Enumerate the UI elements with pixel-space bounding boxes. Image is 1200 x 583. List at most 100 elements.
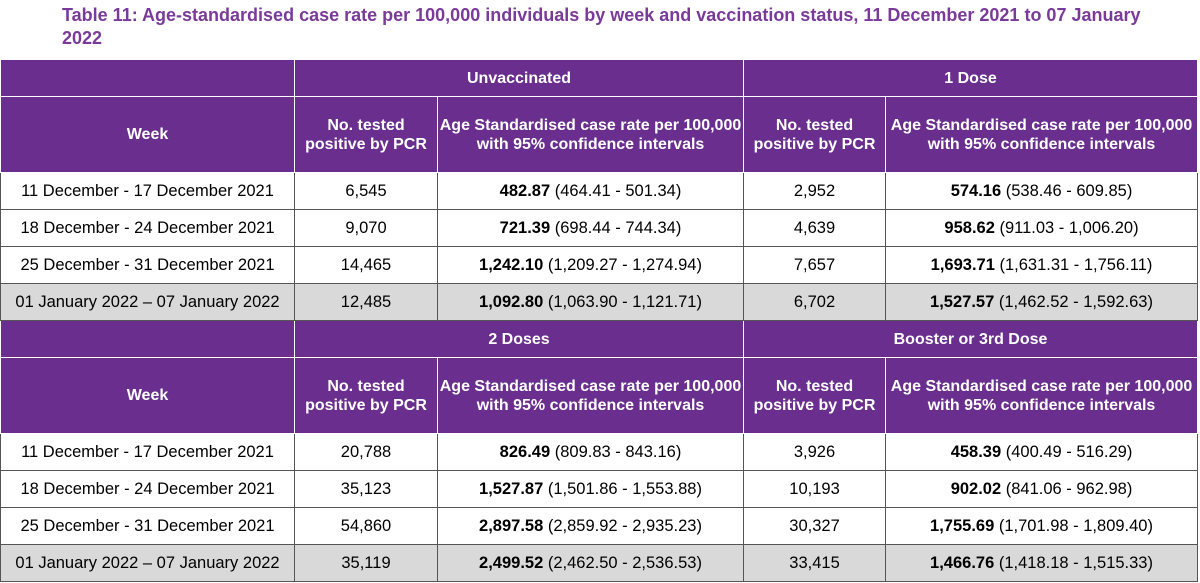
- rate-header: Age Standardised case rate per 100,000 w…: [885, 96, 1199, 173]
- rate-cell: 1,466.76 (1,418.18 - 1,515.33): [885, 544, 1199, 582]
- group-header-2-doses: 2 Doses: [293, 320, 745, 358]
- tested-header: No. tested positive by PCR: [743, 357, 887, 434]
- tested-cell: 4,639: [743, 209, 887, 247]
- rate-value: 574.16: [950, 181, 1002, 200]
- tested-cell: 12,485: [294, 283, 438, 321]
- tested-cell: 7,657: [743, 246, 887, 284]
- table-row: 25 December - 31 December 2021 54,860 2,…: [0, 507, 1199, 545]
- header-blank: [0, 59, 295, 97]
- rate-cell: 958.62 (911.03 - 1,006.20): [885, 209, 1199, 247]
- group-header-row: Unvaccinated 1 Dose: [0, 59, 1199, 97]
- tested-cell: 14,465: [294, 246, 438, 284]
- tested-header: No. tested positive by PCR: [294, 96, 438, 173]
- week-cell: 18 December - 24 December 2021: [0, 470, 295, 508]
- rate-cell: 2,897.58 (2,859.92 - 2,935.23): [436, 507, 745, 545]
- rate-cell: 482.87 (464.41 - 501.34): [436, 172, 745, 210]
- rate-header: Age Standardised case rate per 100,000 w…: [436, 96, 745, 173]
- ci-value: (400.49 - 516.29): [1005, 442, 1133, 461]
- rate-value: 458.39: [950, 442, 1002, 461]
- rate-cell: 2,499.52 (2,462.50 - 2,536.53): [436, 544, 745, 582]
- tested-cell: 35,119: [294, 544, 438, 582]
- rate-value: 1,466.76: [930, 553, 995, 572]
- rate-value: 2,897.58: [479, 516, 544, 535]
- tested-cell: 33,415: [743, 544, 887, 582]
- ci-value: (464.41 - 501.34): [554, 181, 682, 200]
- ci-value: (911.03 - 1,006.20): [999, 218, 1139, 237]
- table-row: 11 December - 17 December 2021 6,545 482…: [0, 172, 1199, 210]
- tested-header: No. tested positive by PCR: [294, 357, 438, 434]
- rate-value: 1,092.80: [479, 292, 544, 311]
- rate-header: Age Standardised case rate per 100,000 w…: [885, 357, 1199, 434]
- tested-cell: 30,327: [743, 507, 887, 545]
- rate-cell: 458.39 (400.49 - 516.29): [885, 433, 1199, 471]
- rate-value: 1,693.71: [930, 255, 995, 274]
- ci-value: (2,859.92 - 2,935.23): [547, 516, 702, 535]
- column-header-row: Week No. tested positive by PCR Age Stan…: [0, 357, 1199, 434]
- tested-cell: 54,860: [294, 507, 438, 545]
- tested-cell: 6,702: [743, 283, 887, 321]
- ci-value: (841.06 - 962.98): [1005, 479, 1133, 498]
- week-cell: 25 December - 31 December 2021: [0, 507, 295, 545]
- rate-value: 958.62: [944, 218, 995, 237]
- case-rate-table: Unvaccinated 1 Dose Week No. tested posi…: [0, 59, 1199, 582]
- group-header-unvaccinated: Unvaccinated: [293, 59, 745, 97]
- rate-cell: 1,242.10 (1,209.27 - 1,274.94): [436, 246, 745, 284]
- week-header: Week: [0, 96, 295, 173]
- rate-cell: 574.16 (538.46 - 609.85): [885, 172, 1199, 210]
- ci-value: (1,063.90 - 1,121.71): [547, 292, 702, 311]
- table-row: 01 January 2022 – 07 January 2022 12,485…: [0, 283, 1199, 321]
- ci-value: (1,501.86 - 1,553.88): [547, 479, 702, 498]
- ci-value: (1,631.31 - 1,756.11): [999, 255, 1153, 274]
- ci-value: (538.46 - 609.85): [1005, 181, 1133, 200]
- rate-cell: 1,693.71 (1,631.31 - 1,756.11): [885, 246, 1199, 284]
- week-cell: 11 December - 17 December 2021: [0, 172, 295, 210]
- rate-cell: 1,527.87 (1,501.86 - 1,553.88): [436, 470, 745, 508]
- ci-value: (1,209.27 - 1,274.94): [547, 255, 702, 274]
- ci-value: (1,462.52 - 1,592.63): [998, 292, 1153, 311]
- table-row: 18 December - 24 December 2021 35,123 1,…: [0, 470, 1199, 508]
- tested-cell: 10,193: [743, 470, 887, 508]
- week-cell: 11 December - 17 December 2021: [0, 433, 295, 471]
- rate-cell: 902.02 (841.06 - 962.98): [885, 470, 1199, 508]
- rate-cell: 721.39 (698.44 - 744.34): [436, 209, 745, 247]
- tested-cell: 35,123: [294, 470, 438, 508]
- rate-value: 1,527.57: [930, 292, 995, 311]
- rate-value: 482.87: [499, 181, 551, 200]
- rate-cell: 1,527.57 (1,462.52 - 1,592.63): [885, 283, 1199, 321]
- week-header: Week: [0, 357, 295, 434]
- ci-value: (2,462.50 - 2,536.53): [547, 553, 702, 572]
- header-blank: [0, 320, 295, 358]
- tested-cell: 9,070: [294, 209, 438, 247]
- week-cell: 18 December - 24 December 2021: [0, 209, 295, 247]
- group-header-1-dose: 1 Dose: [743, 59, 1199, 97]
- table-title: Table 11: Age-standardised case rate per…: [62, 5, 1141, 48]
- tested-cell: 6,545: [294, 172, 438, 210]
- tested-header: No. tested positive by PCR: [743, 96, 887, 173]
- rate-cell: 1,755.69 (1,701.98 - 1,809.40): [885, 507, 1199, 545]
- table-row: 25 December - 31 December 2021 14,465 1,…: [0, 246, 1199, 284]
- column-header-row: Week No. tested positive by PCR Age Stan…: [0, 96, 1199, 173]
- week-cell: 01 January 2022 – 07 January 2022: [0, 283, 295, 321]
- tested-cell: 3,926: [743, 433, 887, 471]
- rate-cell: 826.49 (809.83 - 843.16): [436, 433, 745, 471]
- group-header-row: 2 Doses Booster or 3rd Dose: [0, 320, 1199, 358]
- rate-value: 1,527.87: [479, 479, 544, 498]
- rate-value: 721.39: [499, 218, 551, 237]
- ci-value: (1,701.98 - 1,809.40): [998, 516, 1153, 535]
- rate-header: Age Standardised case rate per 100,000 w…: [436, 357, 745, 434]
- week-cell: 25 December - 31 December 2021: [0, 246, 295, 284]
- ci-value: (698.44 - 744.34): [554, 218, 682, 237]
- week-cell: 01 January 2022 – 07 January 2022: [0, 544, 295, 582]
- ci-value: (1,418.18 - 1,515.33): [998, 553, 1153, 572]
- rate-value: 1,755.69: [930, 516, 995, 535]
- rate-cell: 1,092.80 (1,063.90 - 1,121.71): [436, 283, 745, 321]
- tested-cell: 20,788: [294, 433, 438, 471]
- table-row: 18 December - 24 December 2021 9,070 721…: [0, 209, 1199, 247]
- rate-value: 902.02: [950, 479, 1002, 498]
- group-header-booster: Booster or 3rd Dose: [743, 320, 1199, 358]
- rate-value: 2,499.52: [479, 553, 544, 572]
- table-row: 11 December - 17 December 2021 20,788 82…: [0, 433, 1199, 471]
- table-row: 01 January 2022 – 07 January 2022 35,119…: [0, 544, 1199, 582]
- ci-value: (809.83 - 843.16): [554, 442, 682, 461]
- rate-value: 1,242.10: [479, 255, 544, 274]
